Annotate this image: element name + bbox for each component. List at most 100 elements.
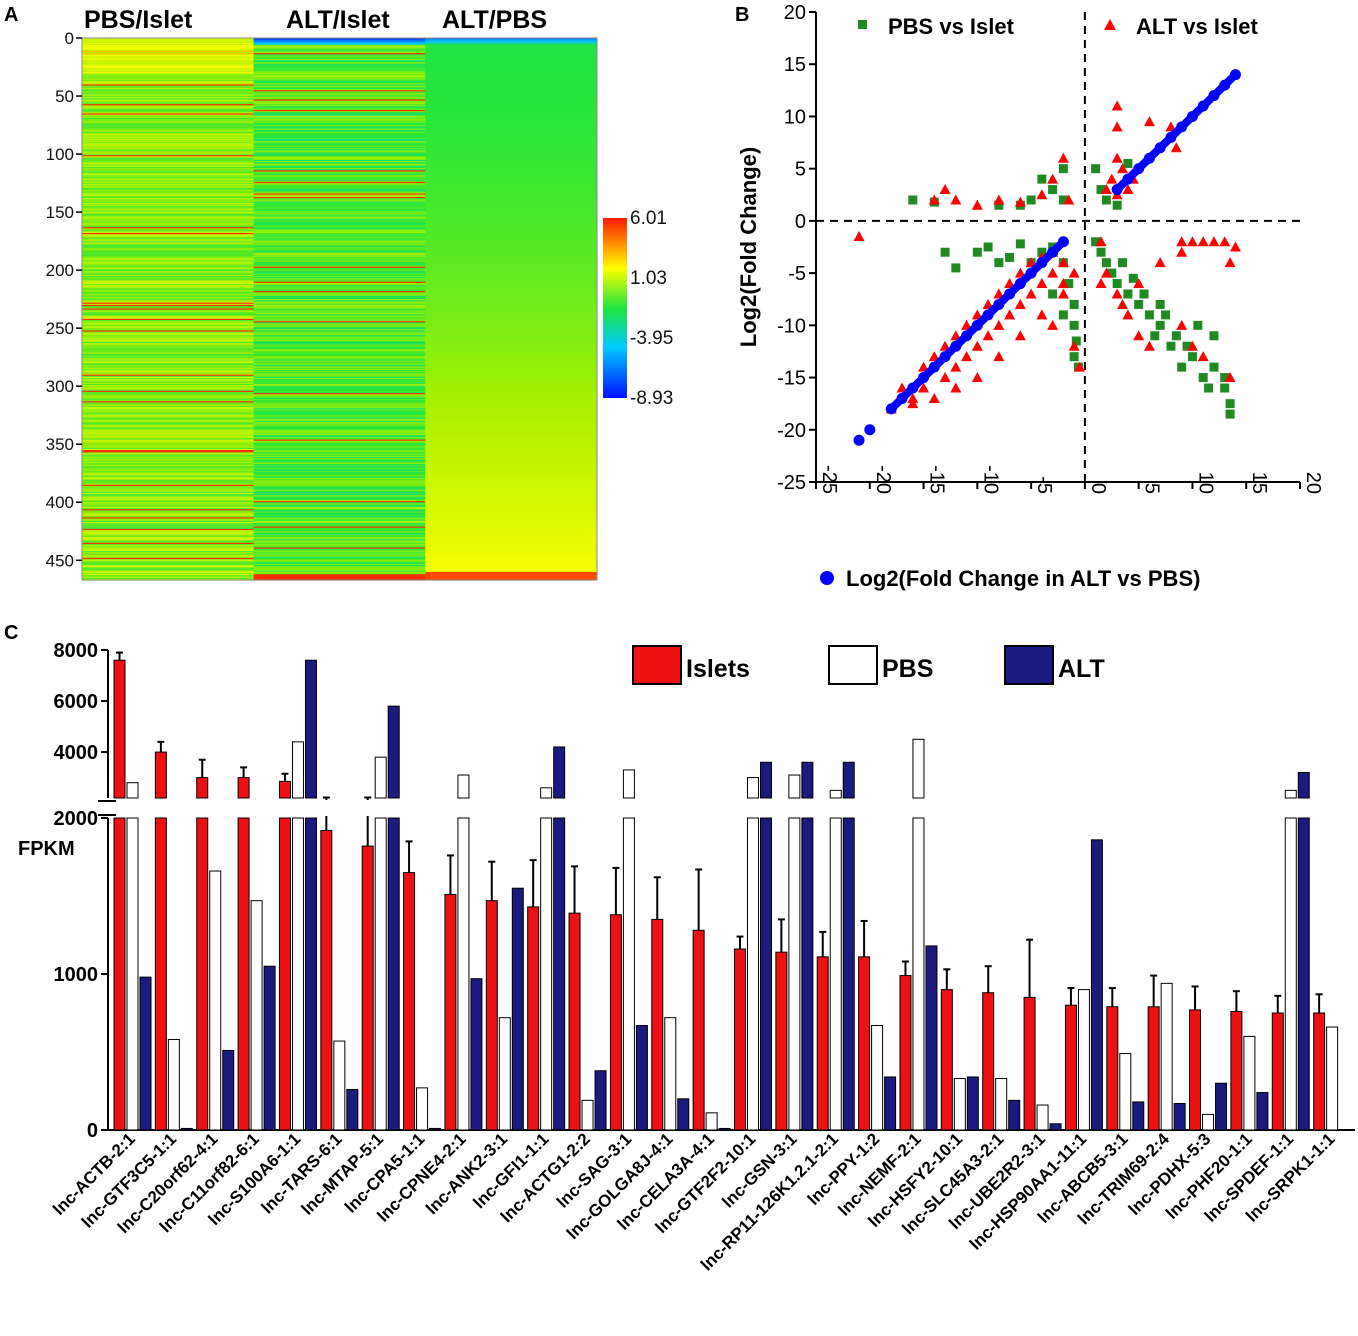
- heatmap-cell: [82, 403, 255, 406]
- legend-label-alt: ALT: [1058, 655, 1105, 683]
- heatmap-cell: [82, 195, 255, 198]
- heatmap-cell: [253, 219, 426, 221]
- heatmap-cell: [425, 178, 598, 181]
- heatmap-cell: [425, 219, 598, 221]
- heatmap-cell: [253, 577, 426, 580]
- bar-alt-22: [1049, 1123, 1062, 1131]
- heatmap-cell: [82, 506, 255, 509]
- heatmap-cell: [253, 210, 426, 213]
- heatmap-cell: [425, 404, 598, 407]
- heatmap-cell: [253, 508, 426, 510]
- heatmap-cell: [82, 237, 255, 240]
- alt-point: [1111, 121, 1123, 132]
- heatmap-cell: [82, 376, 255, 379]
- heatmap-cell: [82, 316, 255, 319]
- heatmap-cell: [253, 450, 426, 452]
- heatmap-cell: [253, 525, 426, 528]
- heatmap-cell: [82, 280, 255, 283]
- heatmap-cell: [425, 86, 598, 89]
- heatmap-cell: [253, 388, 426, 391]
- heatmap-cell: [425, 407, 598, 409]
- heatmap-cell: [425, 415, 598, 417]
- heatmap-cell: [425, 251, 598, 254]
- heatmap-cell: [253, 361, 426, 364]
- heatmap-cell: [253, 330, 426, 333]
- heatmap-cell: [253, 374, 426, 377]
- heatmap-cell: [253, 68, 426, 70]
- heatmap-cell: [425, 56, 598, 59]
- heatmap-cell: [253, 242, 426, 245]
- bar-lower: [801, 817, 814, 1131]
- heatmap-cell: [425, 440, 598, 443]
- heatmap-cell: [253, 267, 426, 270]
- heatmap-cell: [82, 333, 255, 336]
- heatmap-cell: [82, 532, 255, 535]
- heatmap-cell: [425, 570, 598, 573]
- heatmap-cell: [425, 210, 598, 213]
- heatmap-cell: [425, 61, 598, 63]
- bar: [966, 1076, 979, 1131]
- alt-point: [1068, 267, 1080, 278]
- heatmap-cell: [82, 502, 255, 505]
- heatmap-cell: [425, 220, 598, 222]
- bar: [581, 1099, 594, 1131]
- heatmap-cell: [425, 208, 598, 211]
- heatmap-cell: [425, 280, 598, 283]
- heatmap-cell: [425, 396, 598, 399]
- heatmap-cell: [253, 87, 426, 90]
- heatmap-cell: [253, 155, 426, 157]
- x-tick-label: -15: [926, 465, 948, 494]
- heatmap-cell: [253, 186, 426, 189]
- heatmap-cell: [253, 545, 426, 547]
- heatmap-cell: [253, 469, 426, 472]
- heatmap-cell: [425, 194, 598, 197]
- bar: [899, 975, 912, 1131]
- heatmap-cell: [425, 574, 598, 576]
- heatmap-cell: [253, 550, 426, 553]
- heatmap-cell: [253, 459, 426, 462]
- heatmap-cell: [82, 344, 255, 347]
- heatmap-cell: [253, 393, 426, 395]
- heatmap-cell: [82, 226, 255, 228]
- heatmap-cell: [82, 75, 255, 77]
- heatmap-cell: [425, 214, 598, 217]
- heatmap-cell: [82, 174, 255, 177]
- heatmap-cell: [253, 483, 426, 486]
- heatmap-cell: [82, 260, 255, 263]
- bar-upper: [788, 774, 801, 799]
- heatmap-cell: [253, 480, 426, 482]
- heatmap-cell: [253, 57, 426, 60]
- heatmap-cell: [82, 430, 255, 433]
- heatmap-cell: [82, 541, 255, 544]
- heatmap-cell: [253, 544, 426, 546]
- heatmap-cell: [425, 159, 598, 162]
- heatmap-cell: [425, 161, 598, 163]
- heatmap-cell: [82, 255, 255, 257]
- heatmap-cell: [82, 386, 255, 388]
- heatmap-cell: [253, 184, 426, 186]
- alt-point: [1229, 241, 1241, 252]
- heatmap-cell: [425, 571, 598, 574]
- heatmap-cell: [253, 166, 426, 169]
- bar-pbs-11: [581, 1099, 594, 1131]
- heatmap-cell: [253, 521, 426, 524]
- heatmap-cell: [253, 107, 426, 110]
- alt-point: [939, 372, 951, 383]
- bar: [1230, 1010, 1243, 1131]
- bar-upper: [1284, 789, 1297, 799]
- heatmap-cell: [253, 372, 426, 375]
- heatmap-cell: [253, 77, 426, 80]
- heatmap-cell: [82, 467, 255, 470]
- heatmap-cell: [253, 336, 426, 339]
- bar-alt-8: [470, 978, 483, 1131]
- heatmap-cell: [425, 410, 598, 413]
- heatmap-cell: [253, 353, 426, 356]
- heatmap-cell: [425, 183, 598, 185]
- x-tick-label: -20: [872, 465, 894, 494]
- heatmap-cell: [82, 164, 255, 167]
- heatmap-cell: [82, 373, 255, 376]
- heatmap-cell: [253, 512, 426, 515]
- heatmap-cell: [253, 408, 426, 410]
- bar: [470, 978, 483, 1131]
- heatmap-cell: [425, 561, 598, 564]
